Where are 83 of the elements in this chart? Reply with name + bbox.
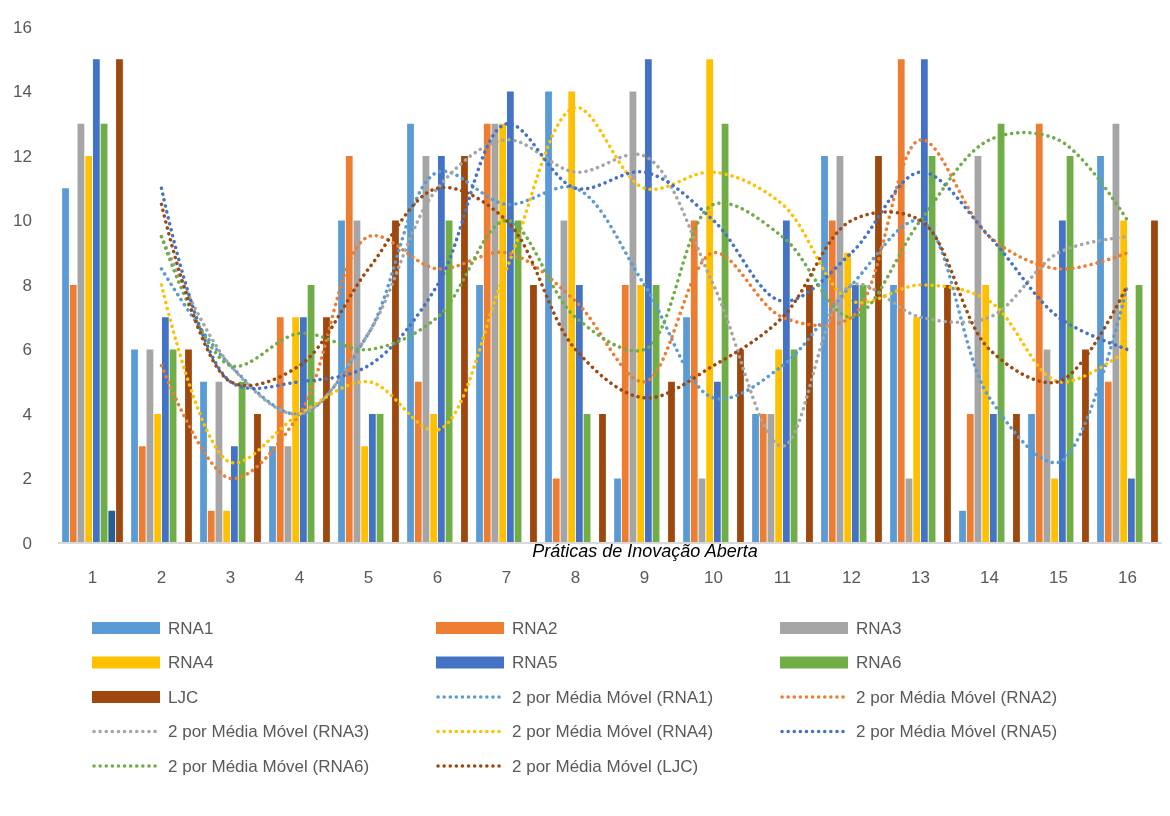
x-tick-label: 11: [773, 567, 792, 587]
y-tick-label: 6: [22, 340, 32, 360]
legend-label: RNA2: [512, 618, 558, 638]
y-tick-label: 0: [22, 533, 32, 553]
bar: [1104, 381, 1112, 543]
x-tick-label: 12: [842, 567, 861, 587]
y-tick-label: 10: [13, 211, 32, 231]
legend-label: LJC: [168, 687, 199, 707]
bar: [599, 414, 606, 543]
bar: [269, 446, 276, 543]
bar: [223, 510, 231, 543]
bar: [85, 156, 93, 543]
bar: [1151, 220, 1158, 543]
bar: [361, 446, 369, 543]
y-tick-label: 16: [13, 17, 32, 37]
bar: [368, 414, 376, 543]
bar: [890, 285, 897, 543]
bar: [185, 349, 192, 543]
bar: [116, 59, 123, 543]
bar: [530, 285, 537, 543]
y-tick-label: 8: [22, 275, 32, 295]
x-tick-label: 3: [225, 567, 236, 587]
bar: [154, 414, 162, 543]
x-tick-label: 5: [363, 567, 374, 587]
x-tick-label: 1: [87, 567, 98, 587]
bar: [108, 510, 116, 543]
y-tick-label: 14: [13, 82, 32, 102]
bar: [775, 349, 783, 543]
x-tick-label: 13: [911, 567, 930, 587]
bar: [989, 414, 997, 543]
x-tick-label: 8: [570, 567, 581, 587]
bar: [851, 285, 859, 543]
bar: [207, 510, 215, 543]
legend-label: RNA4: [168, 653, 214, 673]
x-tick-label: 4: [294, 567, 305, 587]
bar: [913, 317, 921, 543]
bar: [752, 414, 759, 543]
y-tick-label: 2: [22, 469, 32, 489]
x-tick-label: 2: [156, 567, 167, 587]
legend-label: 2 por Média Móvel (RNA2): [856, 687, 1058, 707]
legend-label: RNA3: [856, 618, 902, 638]
bar: [230, 446, 238, 543]
bar: [1127, 478, 1135, 543]
bar: [575, 285, 583, 543]
bar: [414, 381, 422, 543]
legend-label: 2 por Média Móvel (RNA4): [512, 722, 714, 742]
bar: [944, 285, 951, 543]
x-tick-label: 9: [639, 567, 650, 587]
bar: [637, 285, 645, 543]
legend-label: RNA5: [512, 653, 558, 673]
bar: [1051, 478, 1059, 543]
legend-label: 2 por Média Móvel (LJC): [512, 756, 699, 776]
legend-label: 2 por Média Móvel (RNA3): [168, 722, 370, 742]
bar: [254, 414, 261, 543]
x-tick-label: 14: [980, 567, 999, 587]
x-tick-label: 15: [1049, 567, 1068, 587]
bar: [200, 381, 207, 543]
y-tick-label: 12: [13, 146, 32, 166]
bar: [92, 59, 100, 543]
bar: [62, 188, 69, 543]
bar: [69, 285, 77, 543]
y-tick-label: 4: [22, 404, 32, 424]
bar: [476, 285, 483, 543]
bar: [1013, 414, 1020, 543]
legend-label: 2 por Média Móvel (RNA1): [512, 687, 714, 707]
x-axis-title: Práticas de Inovação Aberta: [532, 541, 758, 562]
bar: [614, 478, 621, 543]
bar: [966, 414, 974, 543]
bar: [713, 381, 721, 543]
bar: [552, 478, 560, 543]
bar: [131, 349, 138, 543]
bar: [959, 510, 966, 543]
x-tick-label: 10: [704, 567, 723, 587]
legend-label: RNA1: [168, 618, 214, 638]
legend-label: 2 por Média Móvel (RNA6): [168, 756, 370, 776]
x-tick-label: 7: [501, 567, 512, 587]
legend-label: 2 por Média Móvel (RNA5): [856, 722, 1058, 742]
x-tick-label: 6: [432, 567, 443, 587]
x-tick-label: 16: [1118, 567, 1137, 587]
bar: [759, 414, 767, 543]
bar: [138, 446, 146, 543]
bar: [161, 317, 169, 543]
legend-label: RNA6: [856, 653, 902, 673]
